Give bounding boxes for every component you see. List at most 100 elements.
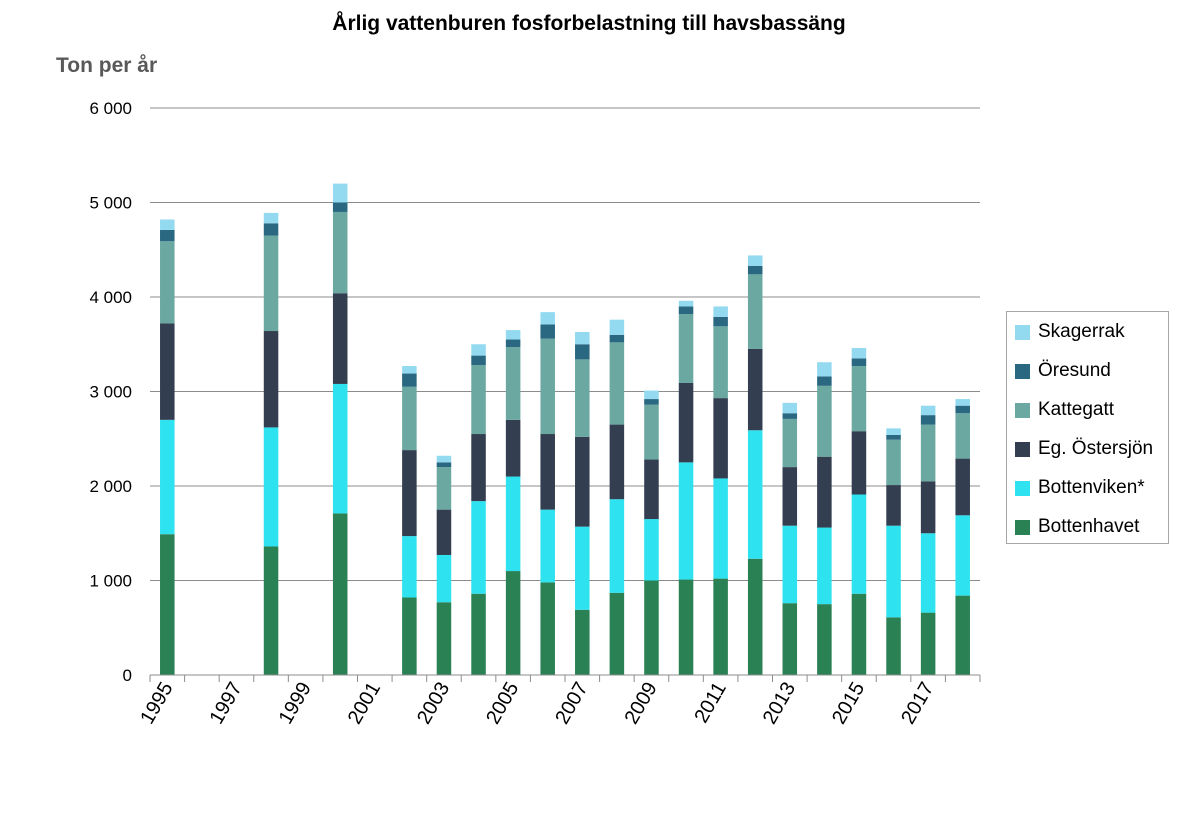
bar-segment — [402, 536, 417, 598]
bar-segment — [160, 219, 175, 230]
bar-segment — [332, 293, 348, 384]
legend-item: Bottenviken* — [1015, 474, 1145, 502]
bar-segment — [920, 481, 936, 534]
legend-label: Bottenhavet — [1038, 516, 1140, 537]
bar-segment — [713, 398, 728, 479]
bar-segment — [505, 419, 521, 477]
bar-segment — [263, 546, 279, 675]
bar-segment — [886, 485, 901, 526]
y-tick-label: 3 000 — [89, 383, 132, 402]
bar-segment — [678, 314, 694, 383]
bar-segment — [436, 554, 452, 603]
bar-segment — [955, 595, 970, 675]
bar-segment — [505, 347, 521, 420]
bar-segment — [886, 617, 901, 675]
bars — [160, 183, 970, 675]
x-tick-label: 2017 — [897, 679, 938, 729]
bar-segment — [332, 183, 348, 203]
bar-segment — [436, 467, 452, 510]
x-tick-label: 1999 — [275, 679, 316, 729]
bar-segment — [436, 602, 452, 675]
bar-segment — [402, 386, 417, 451]
y-tick-label: 4 000 — [89, 288, 132, 307]
x-axis: 1995 1997 1999 2001 2003 2005 2007 2009 2011 2013… — [136, 674, 981, 729]
bar-segment — [471, 593, 486, 675]
bar-segment — [713, 578, 728, 675]
bar-segment — [160, 229, 175, 242]
bar-segment — [609, 334, 625, 343]
bar-segment — [575, 359, 590, 437]
bar-segment — [505, 476, 521, 572]
bar-segment — [920, 415, 936, 425]
bar-segment — [886, 525, 901, 618]
legend-item: Eg. Östersjön — [1015, 435, 1153, 463]
x-tick-label: 2007 — [551, 679, 592, 729]
gridlines — [150, 107, 980, 581]
y-tick-label: 5 000 — [89, 194, 132, 213]
bar-segment — [782, 418, 798, 468]
y-tick-label: 1 000 — [89, 572, 132, 591]
y-tick-label: 6 000 — [89, 99, 132, 118]
bar-segment — [471, 501, 486, 594]
bar-segment — [263, 223, 279, 236]
chart-title: Årlig vattenburen fosforbelastning till … — [332, 12, 846, 35]
bar-segment — [886, 428, 901, 435]
bar-segment — [782, 603, 798, 675]
bar-segment — [644, 404, 659, 460]
bar-segment — [402, 365, 417, 374]
legend-swatch — [1015, 402, 1030, 418]
bar-segment — [644, 459, 659, 520]
x-tick-label: 2003 — [413, 679, 454, 729]
bar-segment — [713, 316, 728, 327]
bar-segment — [575, 526, 590, 610]
bar-segment — [747, 255, 763, 266]
bar-segment — [540, 312, 555, 325]
bar-segment — [471, 365, 486, 435]
bar-segment — [817, 456, 832, 528]
bar-segment — [609, 499, 625, 593]
bar-segment — [886, 439, 901, 486]
bar-segment — [851, 494, 867, 594]
bar-segment — [678, 382, 694, 463]
bar-segment — [678, 579, 694, 675]
bar-segment — [851, 431, 867, 495]
bar-segment — [575, 344, 590, 360]
bar-segment — [160, 534, 175, 675]
legend-item: Bottenhavet — [1015, 513, 1139, 541]
x-tick-label: 2001 — [344, 679, 385, 729]
bar-segment — [851, 365, 867, 432]
legend-item: Skagerrak — [1015, 318, 1125, 346]
bar-segment — [644, 580, 659, 675]
bar-segment — [713, 326, 728, 399]
bar-segment — [955, 458, 970, 516]
legend-swatch — [1015, 324, 1030, 340]
x-tick-label: 2005 — [482, 679, 523, 729]
bar-segment — [678, 300, 694, 307]
bar-segment — [955, 405, 970, 414]
bar-segment — [471, 344, 486, 356]
bar-segment — [436, 509, 452, 555]
x-tick-label: 2009 — [620, 679, 661, 729]
legend-label: Öresund — [1038, 360, 1111, 381]
bar-segment — [920, 533, 936, 613]
legend-label: Kattegatt — [1038, 399, 1115, 420]
bar-segment — [644, 519, 659, 581]
bar-segment — [332, 211, 348, 294]
bar-segment — [471, 434, 486, 502]
bar-segment — [886, 434, 901, 440]
bar-segment — [332, 383, 348, 514]
x-tick-label: 2015 — [828, 679, 869, 729]
x-tick-label: 2011 — [690, 679, 731, 727]
bar-segment — [575, 331, 590, 345]
legend-label: Eg. Östersjön — [1038, 438, 1154, 459]
bar-segment — [678, 306, 694, 315]
bar-segment — [747, 430, 763, 559]
bar-segment — [678, 462, 694, 580]
bar-segment — [851, 358, 867, 366]
bar-segment — [436, 455, 452, 463]
bar-segment — [332, 202, 348, 212]
bar-segment — [471, 355, 486, 366]
legend-label: Bottenviken* — [1038, 477, 1145, 498]
bar-segment — [402, 450, 417, 537]
